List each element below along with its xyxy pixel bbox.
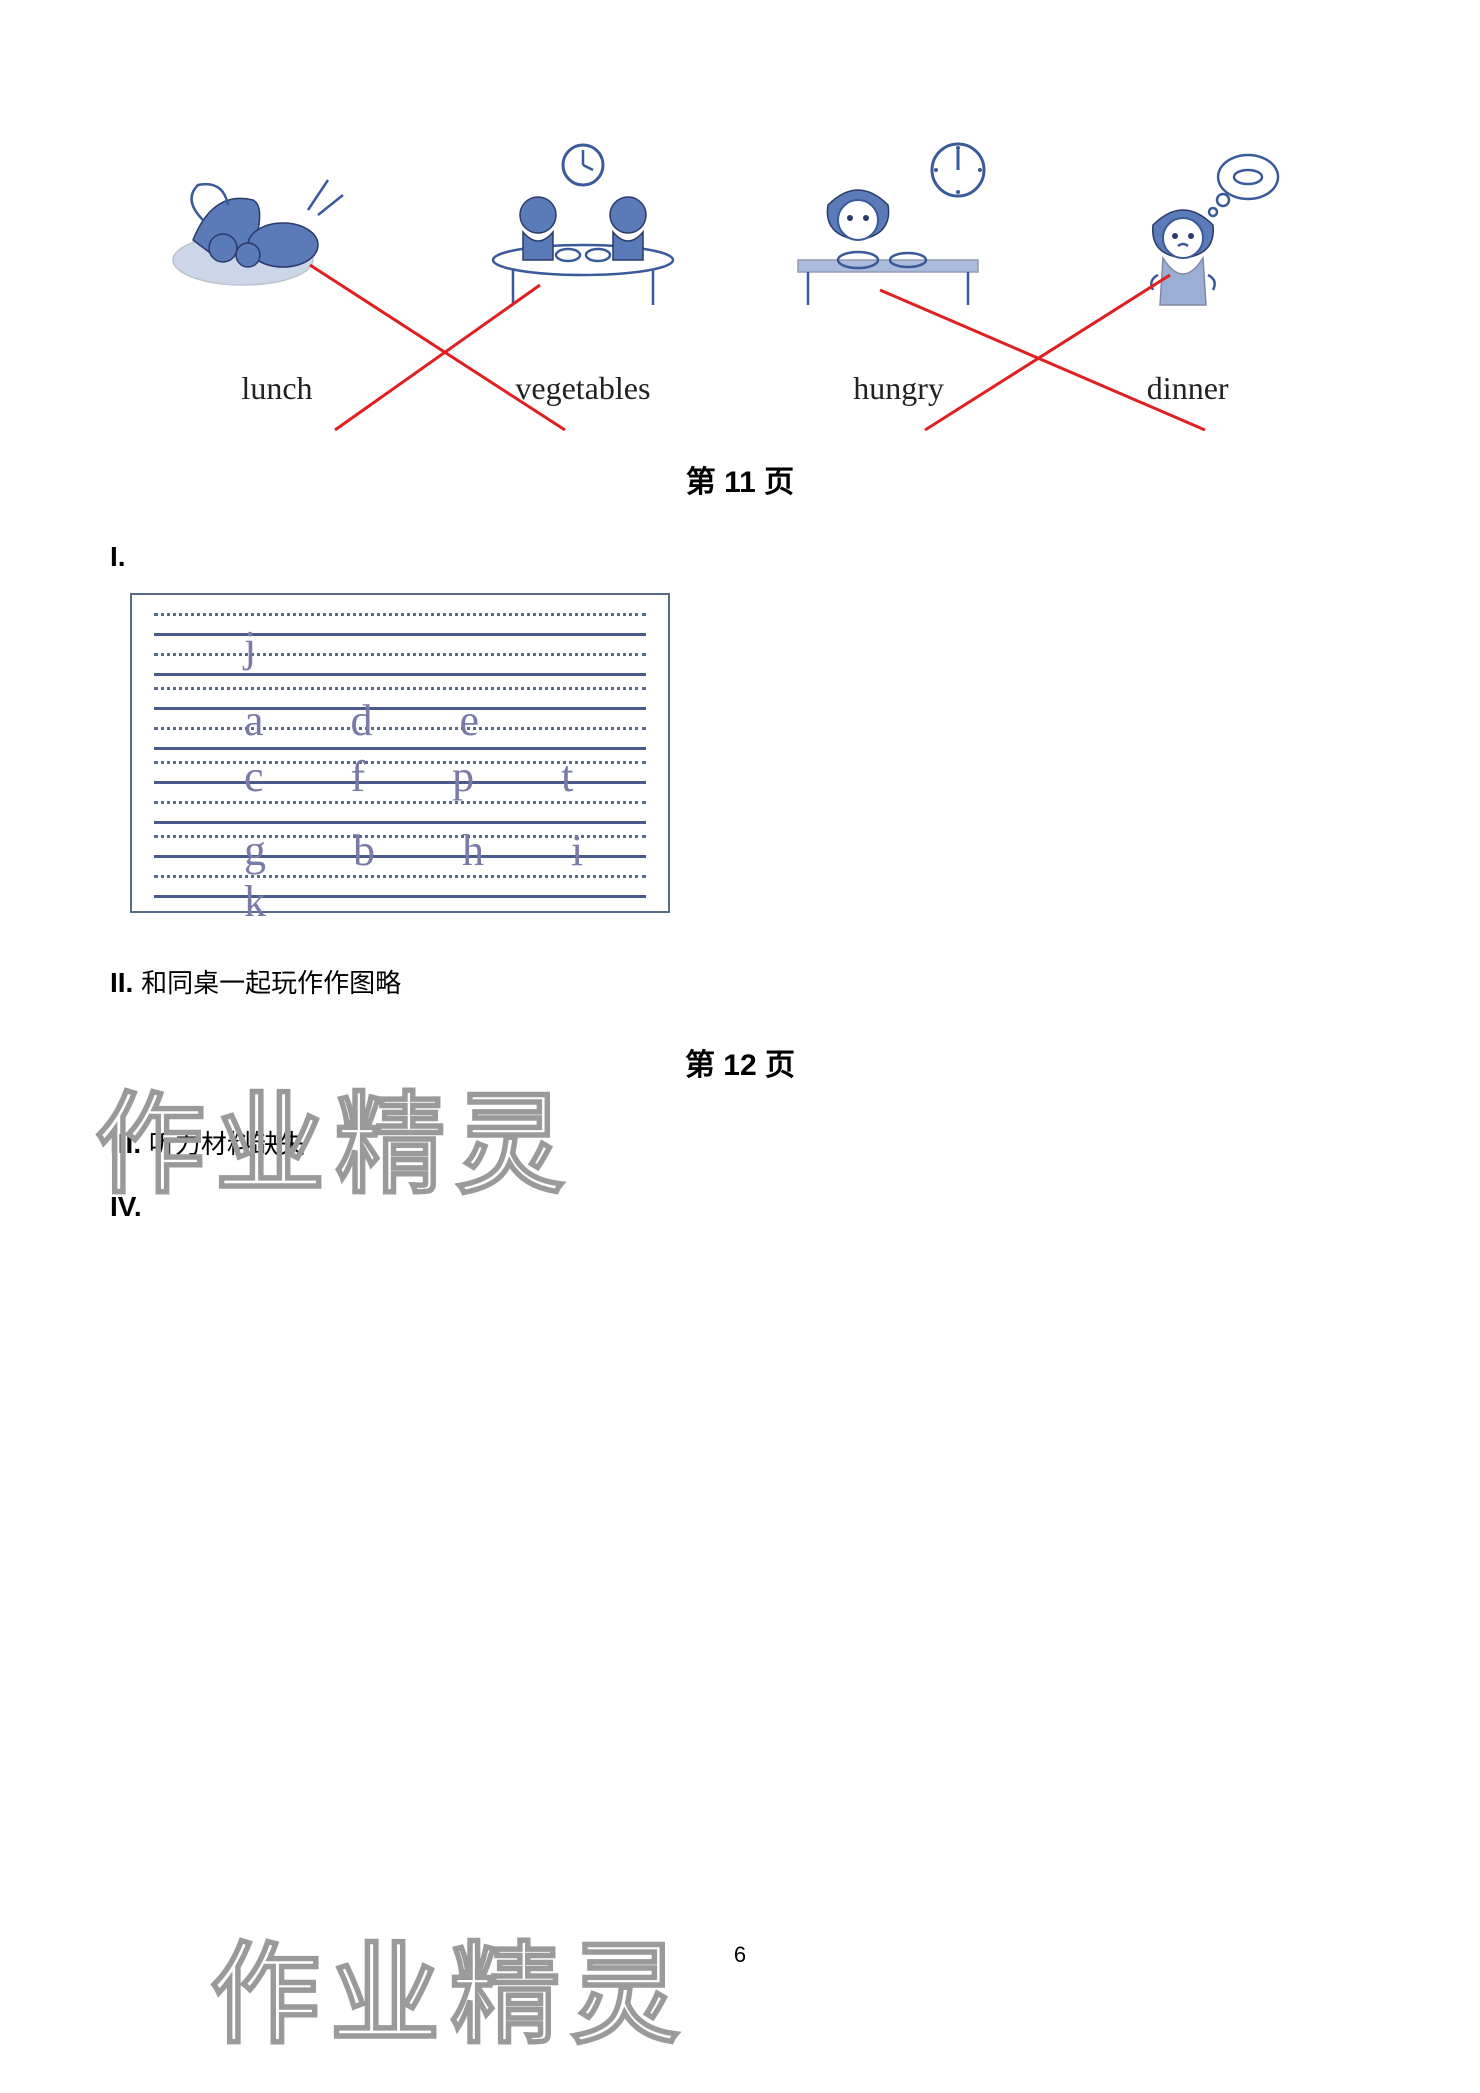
writing-letters: j	[244, 621, 294, 672]
match-word: vegetables	[515, 370, 650, 407]
match-image-vegetables	[138, 140, 398, 310]
section-III-text: 听力材料缺失	[149, 1129, 305, 1159]
writing-line-row: a d e	[154, 687, 646, 749]
writing-letters: a d e	[244, 695, 517, 746]
writing-line-row: c f p t	[154, 761, 646, 823]
writing-line-row: g b h i k	[154, 835, 646, 897]
match-image-hungry-girl	[1083, 140, 1343, 310]
writing-letters: c f p t	[244, 751, 611, 802]
match-word: hungry	[853, 370, 944, 407]
watermark-text: 作业精灵	[210, 1905, 690, 2065]
match-images-row	[110, 110, 1370, 310]
section-III-num: III.	[110, 1128, 141, 1159]
match-word: lunch	[241, 370, 312, 407]
four-line-writing-box: j a d e c f p t g b h i k	[130, 593, 670, 913]
match-words-row: lunch vegetables hungry dinner	[110, 370, 1370, 407]
section-II-num: II.	[110, 967, 133, 998]
section-I-label: I.	[110, 541, 1370, 573]
page-heading-12: 第 12 页	[110, 1040, 1370, 1084]
page-number: 6	[734, 1942, 746, 1968]
matching-exercise: lunch vegetables hungry dinner	[110, 110, 1370, 407]
section-II-label: II. 和同桌一起玩作作图略	[110, 963, 1370, 1000]
writing-line-row: j	[154, 613, 646, 675]
match-word: dinner	[1147, 370, 1229, 407]
section-III-label: III. 听力材料缺失	[110, 1124, 1370, 1161]
match-image-dinner-scene	[768, 140, 1028, 310]
section-IV-label: IV.	[110, 1191, 1370, 1223]
section-II-text: 和同桌一起玩作作图略	[141, 968, 401, 998]
writing-letters: g b h i k	[244, 825, 646, 927]
match-image-lunch-scene	[453, 140, 713, 310]
page-heading-11: 第 11 页	[110, 457, 1370, 501]
